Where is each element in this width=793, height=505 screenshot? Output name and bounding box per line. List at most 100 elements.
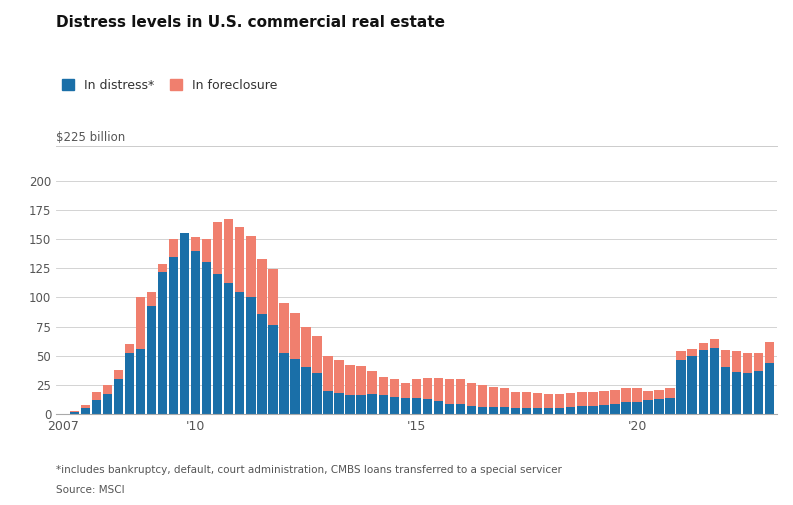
- Bar: [710, 347, 719, 414]
- Bar: [224, 283, 233, 414]
- Legend: In distress*, In foreclosure: In distress*, In foreclosure: [62, 79, 278, 92]
- Bar: [224, 219, 233, 283]
- Bar: [467, 406, 476, 414]
- Bar: [445, 403, 454, 414]
- Bar: [113, 379, 123, 414]
- Bar: [169, 257, 178, 414]
- Bar: [676, 351, 686, 361]
- Bar: [544, 408, 554, 414]
- Bar: [522, 392, 531, 408]
- Bar: [70, 412, 79, 414]
- Bar: [102, 394, 112, 414]
- Bar: [367, 394, 377, 414]
- Bar: [257, 259, 266, 314]
- Bar: [643, 400, 653, 414]
- Bar: [312, 336, 322, 373]
- Bar: [378, 377, 388, 395]
- Bar: [279, 303, 289, 354]
- Bar: [500, 407, 509, 414]
- Bar: [488, 407, 498, 414]
- Bar: [511, 392, 520, 408]
- Bar: [389, 396, 399, 414]
- Bar: [301, 368, 311, 414]
- Text: Distress levels in U.S. commercial real estate: Distress levels in U.S. commercial real …: [56, 15, 445, 30]
- Bar: [113, 370, 123, 379]
- Bar: [566, 407, 576, 414]
- Bar: [335, 393, 344, 414]
- Bar: [566, 393, 576, 407]
- Bar: [400, 398, 410, 414]
- Bar: [743, 373, 752, 414]
- Bar: [102, 385, 112, 394]
- Bar: [434, 378, 443, 401]
- Bar: [721, 368, 730, 414]
- Bar: [312, 373, 322, 414]
- Bar: [202, 263, 212, 414]
- Bar: [125, 354, 134, 414]
- Bar: [533, 393, 542, 408]
- Bar: [632, 402, 642, 414]
- Bar: [158, 272, 167, 414]
- Bar: [257, 314, 266, 414]
- Bar: [235, 291, 244, 414]
- Bar: [346, 365, 354, 395]
- Bar: [445, 379, 454, 403]
- Bar: [412, 398, 421, 414]
- Bar: [301, 327, 311, 368]
- Bar: [147, 291, 156, 306]
- Bar: [611, 403, 619, 414]
- Bar: [621, 402, 630, 414]
- Bar: [588, 406, 598, 414]
- Bar: [191, 237, 201, 250]
- Bar: [70, 411, 79, 412]
- Text: *includes bankruptcy, default, court administration, CMBS loans transferred to a: *includes bankruptcy, default, court adm…: [56, 465, 561, 475]
- Bar: [246, 235, 255, 297]
- Bar: [324, 356, 333, 391]
- Bar: [136, 297, 145, 349]
- Bar: [290, 359, 300, 414]
- Bar: [588, 392, 598, 406]
- Bar: [367, 371, 377, 394]
- Bar: [467, 383, 476, 406]
- Bar: [643, 391, 653, 400]
- Bar: [665, 388, 675, 398]
- Bar: [213, 222, 222, 274]
- Bar: [577, 406, 587, 414]
- Bar: [764, 363, 774, 414]
- Bar: [92, 400, 101, 414]
- Bar: [324, 391, 333, 414]
- Bar: [710, 339, 719, 347]
- Bar: [577, 392, 587, 406]
- Bar: [478, 407, 487, 414]
- Bar: [611, 389, 619, 403]
- Bar: [544, 394, 554, 408]
- Bar: [555, 408, 565, 414]
- Bar: [400, 383, 410, 398]
- Bar: [753, 371, 763, 414]
- Bar: [335, 361, 344, 393]
- Bar: [125, 344, 134, 354]
- Bar: [478, 385, 487, 407]
- Bar: [533, 408, 542, 414]
- Bar: [235, 227, 244, 291]
- Bar: [688, 349, 697, 356]
- Bar: [202, 239, 212, 263]
- Bar: [676, 361, 686, 414]
- Bar: [621, 388, 630, 402]
- Bar: [389, 379, 399, 396]
- Bar: [488, 387, 498, 407]
- Bar: [456, 403, 465, 414]
- Bar: [81, 405, 90, 408]
- Bar: [434, 401, 443, 414]
- Bar: [423, 378, 432, 399]
- Bar: [158, 264, 167, 272]
- Bar: [721, 350, 730, 368]
- Bar: [213, 274, 222, 414]
- Bar: [665, 398, 675, 414]
- Bar: [423, 399, 432, 414]
- Bar: [191, 250, 201, 414]
- Bar: [246, 297, 255, 414]
- Bar: [500, 388, 509, 407]
- Bar: [699, 350, 708, 414]
- Bar: [600, 391, 608, 405]
